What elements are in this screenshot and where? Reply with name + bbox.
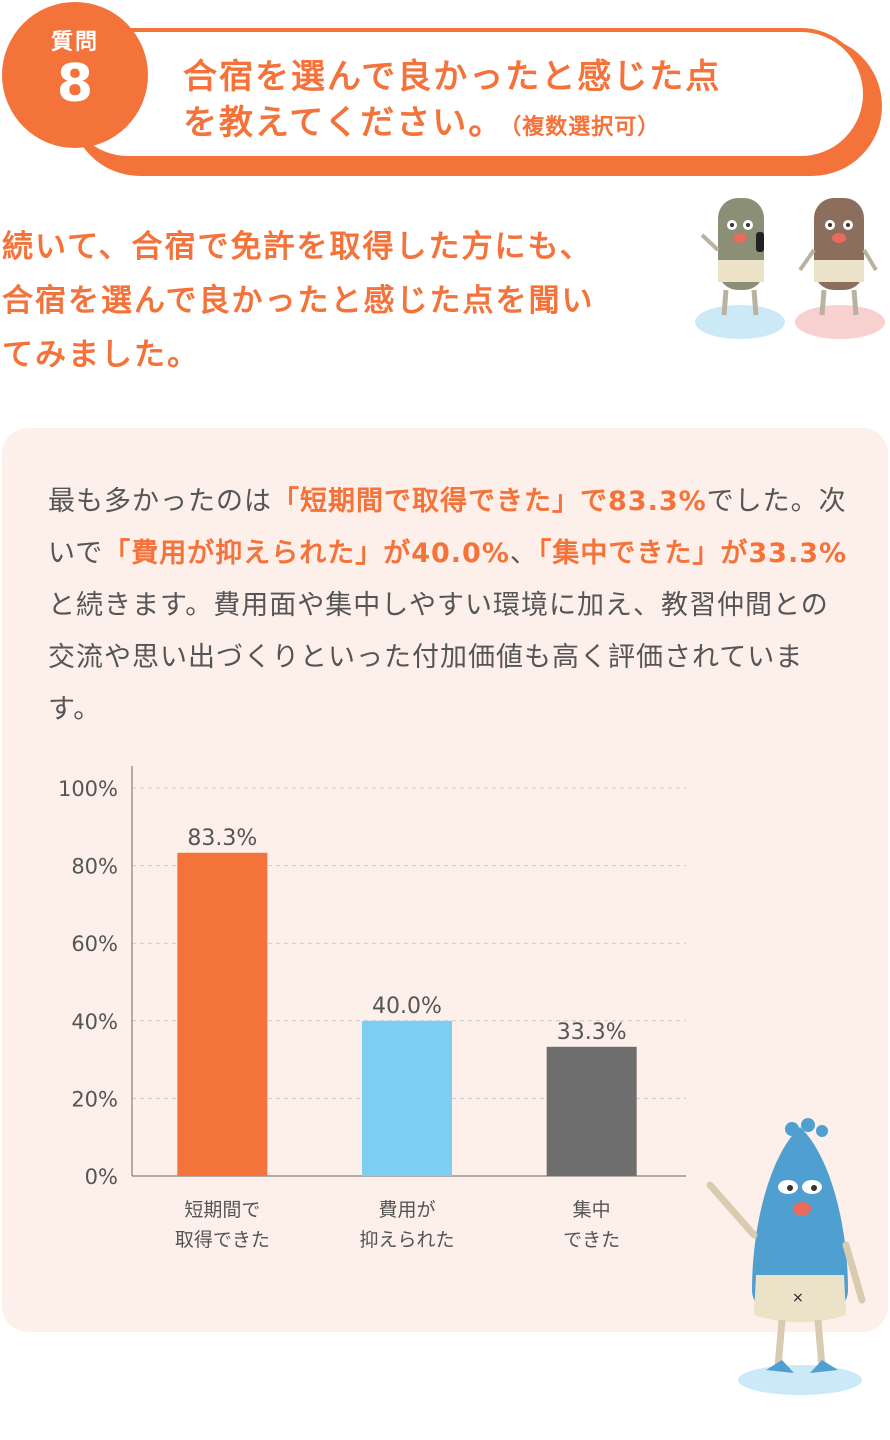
question-badge-number: 8 — [56, 54, 94, 114]
question-banner — [62, 28, 867, 160]
bar — [362, 1020, 452, 1176]
desc-text-4: と続きます。費用面や集中しやすい環境に加え、教習仲間との交流や思い出づくりといっ… — [48, 590, 829, 725]
question-title-line1: 合宿を選んで良かったと感じた点 — [183, 57, 722, 97]
desc-highlight-3: 「集中できた」が33.3% — [537, 538, 848, 569]
desc-highlight-2: 「費用が抑えられた」が40.0% — [103, 538, 510, 569]
bar — [546, 1046, 637, 1176]
question-badge-label: 質問 — [50, 30, 99, 55]
mascot-pair-illustration — [695, 198, 885, 339]
y-tick-label: 80% — [71, 855, 118, 879]
intro-text: 続いて、合宿で免許を取得した方にも、 合宿を選んで良かったと感じた点を聞い てみ… — [2, 220, 662, 382]
y-tick-label: 20% — [71, 1087, 118, 1111]
question-badge: 質問 8 — [2, 2, 148, 148]
bar-value-label: 33.3% — [557, 1020, 627, 1045]
bar-value-label: 40.0% — [372, 994, 442, 1019]
bar-chart: 0% 20% 40% 60% 80% 100% 83.3% 短期間で取得できた 40.0% 費用が… — [58, 766, 686, 1251]
y-tick-label: 40% — [71, 1010, 118, 1034]
question-title-note: （複数選択可） — [510, 115, 661, 140]
y-tick-label: 60% — [71, 932, 118, 956]
x-category-label: 抑えられた — [359, 1229, 454, 1251]
result-panel — [2, 428, 888, 1332]
x-category-label: 取得できた — [175, 1229, 270, 1251]
intro-line3: てみました。 — [2, 337, 200, 373]
y-tick-label: 0% — [85, 1165, 118, 1189]
x-category-label: 短期間で — [184, 1199, 260, 1221]
question-title: 合宿を選んで良かったと感じた点 を教えてください。 （複数選択可） — [183, 54, 843, 151]
mascot-blue-illustration: × — [706, 1118, 866, 1395]
bar — [177, 852, 268, 1176]
intro-line2: 合宿を選んで良かったと感じた点を聞い — [2, 283, 595, 319]
desc-text-1: 最も多かったのは — [48, 486, 272, 517]
svg-text:×: × — [792, 1290, 804, 1306]
result-description: 最も多かったのは「短期間で取得できた」で83.3%でした。次いで「費用が抑えられ… — [48, 476, 848, 736]
intro-line1: 続いて、合宿で免許を取得した方にも、 — [2, 229, 593, 265]
desc-highlight-1: 「短期間で取得できた」で83.3% — [272, 486, 707, 517]
question-title-line2: を教えてください。 — [183, 103, 505, 143]
desc-text-2: でした。次いで — [48, 486, 847, 569]
x-category-label: できた — [563, 1229, 620, 1251]
desc-text-3: 、 — [509, 538, 538, 569]
bar-value-label: 83.3% — [187, 826, 257, 851]
x-category-label: 費用が — [378, 1199, 435, 1221]
y-tick-label: 100% — [58, 777, 118, 801]
x-category-label: 集中 — [573, 1199, 611, 1221]
